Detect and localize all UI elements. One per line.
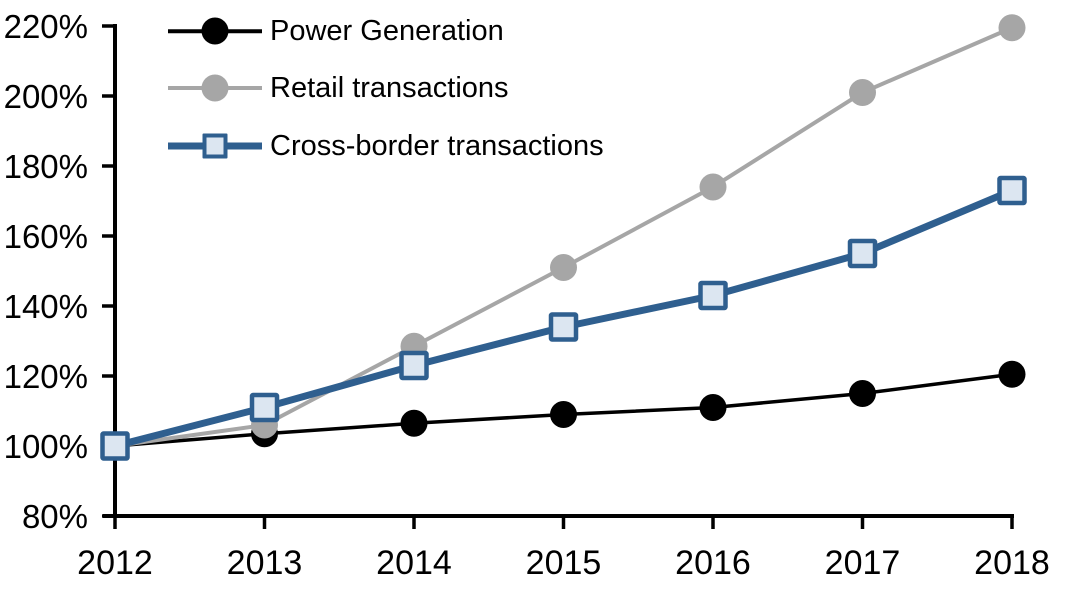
legend-swatch-retail-transactions xyxy=(168,68,262,108)
cross-border-transactions-square-marker-icon xyxy=(202,133,228,159)
data-point-cross-border-transactions-2018 xyxy=(997,175,1027,206)
data-point-retail-transactions-2017 xyxy=(849,79,876,106)
data-point-cross-border-transactions-2013 xyxy=(249,392,280,423)
data-point-retail-transactions-2015 xyxy=(550,254,577,281)
x-tick-label: 2016 xyxy=(675,544,751,582)
x-tick-label: 2014 xyxy=(376,544,452,582)
retail-transactions-circle-marker-icon xyxy=(201,74,229,102)
data-point-retail-transactions-2016 xyxy=(699,173,727,201)
y-tick-label: 180% xyxy=(4,148,88,185)
data-point-cross-border-transactions-2014 xyxy=(399,350,429,381)
data-point-cross-border-transactions-2015 xyxy=(548,312,579,342)
data-point-power-generation-2017 xyxy=(849,380,876,407)
x-tick-label: 2013 xyxy=(227,544,303,582)
x-tick-label: 2018 xyxy=(974,544,1050,582)
series-cross-border-transactions xyxy=(100,175,1027,461)
legend-swatch-cross-border-transactions xyxy=(168,126,262,166)
power-generation-circle-marker-icon xyxy=(201,17,229,45)
y-tick-label: 140% xyxy=(4,288,88,325)
data-point-power-generation-2015 xyxy=(550,401,577,428)
y-tick-label: 220% xyxy=(4,8,88,45)
legend-label-retail-transactions: Retail transactions xyxy=(270,72,509,104)
legend-item-retail-transactions: Retail transactions xyxy=(168,68,509,108)
y-tick-label: 80% xyxy=(22,498,88,535)
legend-swatch-power-generation xyxy=(168,11,262,51)
data-point-power-generation-2018 xyxy=(998,360,1026,388)
x-tick-label: 2017 xyxy=(825,544,901,582)
x-tick-label: 2015 xyxy=(526,544,602,582)
y-tick-label: 160% xyxy=(4,218,88,255)
data-point-cross-border-transactions-2016 xyxy=(698,280,728,311)
y-tick-label: 120% xyxy=(4,358,88,395)
data-point-retail-transactions-2018 xyxy=(998,14,1026,42)
legend-item-cross-border-transactions: Cross-border transactions xyxy=(168,126,604,166)
y-tick-label: 200% xyxy=(4,78,88,115)
data-point-power-generation-2014 xyxy=(400,409,428,437)
legend-item-power-generation: Power Generation xyxy=(168,11,504,51)
data-point-cross-border-transactions-2017 xyxy=(847,238,878,269)
data-point-power-generation-2016 xyxy=(699,394,727,421)
y-tick-label: 100% xyxy=(4,428,88,465)
axes: 80% 100% 120% 140% 160% 180% 200% 220% 2012 2013 2… xyxy=(4,8,1050,582)
legend-label-power-generation: Power Generation xyxy=(270,15,504,47)
legend-label-cross-border-transactions: Cross-border transactions xyxy=(270,130,604,162)
series-power-generation xyxy=(101,360,1026,460)
data-point-cross-border-transactions-2012 xyxy=(100,431,130,461)
x-tick-label: 2012 xyxy=(77,544,153,582)
